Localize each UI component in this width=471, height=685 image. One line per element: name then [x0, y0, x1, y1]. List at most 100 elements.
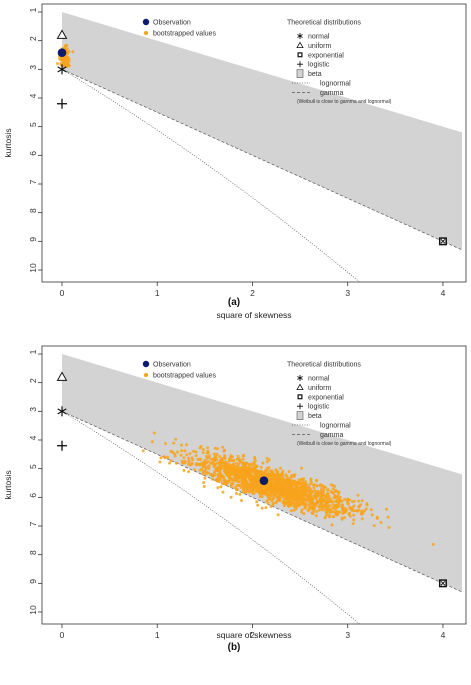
bootstrap-point [267, 487, 271, 491]
bootstrap-point [282, 494, 286, 498]
bootstrap-point [220, 466, 224, 470]
bootstrap-point [171, 451, 175, 455]
y-tick-label: 6 [28, 493, 38, 498]
bootstrap-point [278, 499, 282, 503]
bootstrap-point [314, 497, 318, 501]
legend-gamma-label: gamma [320, 90, 343, 97]
bootstrap-point [212, 471, 216, 475]
bootstrap-point [312, 486, 316, 490]
bootstrap-point [334, 507, 338, 511]
bootstrap-point [315, 510, 319, 513]
bootstrap-point [64, 48, 68, 51]
legend-normal-icon [297, 375, 303, 381]
bootstrap-point [431, 542, 435, 546]
beta-region [62, 12, 462, 250]
bootstrap-point [215, 479, 219, 483]
logistic-marker [57, 440, 67, 451]
y-tick-label: 3 [28, 407, 38, 412]
chart-panel-a: 1 2 3 4 5 6 7 8 9 10 0 1 2 3 4 square of skewness kurtos… [3, 3, 467, 320]
bootstrap-point [317, 508, 321, 512]
legend-observation-marker [142, 360, 150, 368]
bootstrap-point [194, 450, 198, 454]
bootstrap-point [267, 495, 271, 499]
bootstrap-point [212, 452, 216, 456]
y-axis-label: kurtosis [3, 128, 13, 157]
bootstrap-point [166, 455, 170, 459]
bootstrap-point [192, 449, 196, 453]
normal-marker-stroke [57, 66, 67, 73]
bootstrap-point [319, 489, 323, 493]
bootstrap-point [208, 454, 211, 458]
bootstrap-point [223, 467, 227, 471]
legend-beta-icon [296, 69, 304, 78]
bootstrap-point [267, 458, 271, 462]
bootstrap-point [172, 441, 176, 445]
bootstrap-point [207, 471, 211, 475]
bootstrap-point [203, 461, 207, 465]
bootstrap-point [364, 507, 368, 511]
bootstrap-point [230, 471, 234, 475]
bootstrap-point [300, 466, 304, 470]
bootstrap-point [297, 480, 301, 484]
bootstrap-point [278, 466, 282, 470]
bootstrap-point [269, 473, 273, 477]
legend-left: Observation bootstrapped values [142, 18, 217, 38]
bootstrap-point [164, 442, 167, 445]
bootstrap-point [289, 509, 293, 513]
legend-normal-icon [297, 33, 303, 39]
x-tick-label: 2 [250, 630, 255, 640]
bootstrap-point [325, 496, 328, 500]
bootstrap-point [202, 481, 206, 484]
bootstrap-point [242, 468, 246, 472]
bootstrap-point [322, 485, 326, 489]
bootstrap-point [320, 487, 323, 491]
bootstrap-point [281, 469, 285, 473]
bootstrap-point [224, 463, 227, 467]
legend-normal-label: normal [308, 376, 330, 383]
bootstrap-point [141, 449, 145, 453]
chart-panel-b: 1 2 3 4 5 6 7 8 9 10 0 1 2 3 4 square of skewness kurtos… [3, 345, 467, 653]
bootstrap-point [194, 463, 198, 467]
bootstrap-point [248, 463, 252, 467]
bootstrap-point [212, 473, 216, 477]
bootstrap-point [300, 501, 304, 505]
bootstrap-point [304, 486, 308, 490]
normal-marker-stroke [57, 408, 67, 415]
bootstrap-point [325, 510, 329, 514]
bootstrap-point [328, 515, 331, 519]
bootstrap-point [351, 522, 355, 526]
bootstrap-point [310, 506, 314, 510]
bootstrap-point [375, 515, 379, 519]
bootstrap-point [360, 499, 364, 503]
bootstrap-point [199, 458, 203, 462]
bootstrap-point [220, 482, 224, 485]
bootstrap-point [241, 457, 245, 461]
bootstrap-point [187, 459, 191, 463]
x-tick-label: 2 [250, 288, 255, 298]
bootstrap-point [315, 479, 319, 483]
y-tick-label: 5 [28, 122, 38, 127]
bootstrap-point [169, 459, 173, 463]
plot-area [56, 12, 463, 282]
bootstrap-point [245, 467, 249, 471]
bootstrap-point [182, 468, 186, 472]
bootstrap-point [158, 460, 162, 464]
bootstrap-point [344, 510, 348, 514]
bootstrap-point [346, 501, 350, 505]
bootstrap-point [180, 449, 184, 453]
x-tick-label: 1 [155, 288, 160, 298]
bootstrap-point [336, 492, 340, 496]
legend-title: Theoretical distributions [287, 362, 361, 369]
bootstrap-point [226, 479, 230, 483]
bootstrap-point [206, 446, 210, 450]
x-tick-label: 3 [345, 288, 350, 298]
bootstrap-point [259, 465, 263, 469]
bootstrap-point [256, 484, 259, 488]
bootstrap-point [325, 494, 329, 498]
bootstrap-point [219, 462, 223, 466]
x-tick-label: 4 [441, 288, 446, 298]
bootstrap-point [284, 481, 288, 485]
bootstrap-point [270, 499, 274, 503]
bootstrap-point [299, 489, 303, 493]
bootstrap-point [236, 476, 240, 480]
